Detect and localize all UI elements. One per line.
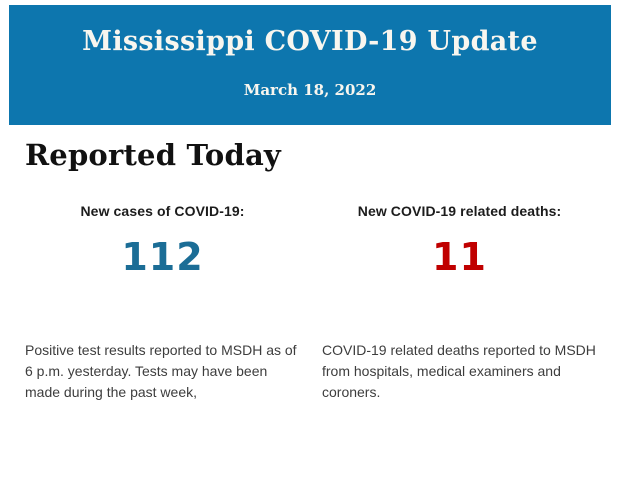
new-cases-description: Positive test results reported to MSDH a…	[25, 342, 297, 400]
section-heading: Reported Today	[25, 138, 281, 172]
new-deaths-description: COVID-19 related deaths reported to MSDH…	[322, 342, 596, 400]
report-date: March 18, 2022	[243, 81, 377, 99]
page-title: Mississippi COVID-19 Update	[82, 26, 538, 57]
stat-new-cases: New cases of COVID-19: 112 Positive test…	[25, 203, 300, 403]
main-content: Reported Today New cases of COVID-19: 11…	[25, 138, 597, 403]
new-deaths-label: New COVID-19 related deaths:	[357, 203, 562, 219]
new-deaths-value: 11	[432, 235, 487, 279]
stats-row: New cases of COVID-19: 112 Positive test…	[25, 203, 597, 403]
stat-new-deaths: New COVID-19 related deaths: 11 COVID-19…	[322, 203, 597, 403]
new-cases-value: 112	[121, 235, 204, 279]
new-cases-label: New cases of COVID-19:	[80, 203, 245, 219]
header-banner: Mississippi COVID-19 Update March 18, 20…	[9, 5, 611, 125]
